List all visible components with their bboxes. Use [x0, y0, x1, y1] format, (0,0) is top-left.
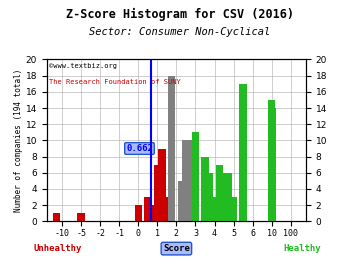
Text: The Research Foundation of SUNY: The Research Foundation of SUNY — [49, 79, 181, 85]
Bar — [206, 173, 213, 221]
Bar — [154, 165, 161, 221]
Text: Sector: Consumer Non-Cyclical: Sector: Consumer Non-Cyclical — [89, 27, 271, 37]
Bar — [187, 140, 194, 221]
Text: 0.662: 0.662 — [126, 144, 153, 153]
Bar — [268, 100, 275, 221]
Bar — [163, 197, 171, 221]
Bar — [220, 173, 228, 221]
Bar — [158, 148, 166, 221]
Y-axis label: Number of companies (194 total): Number of companies (194 total) — [14, 69, 23, 212]
Bar — [149, 205, 156, 221]
Bar — [168, 76, 175, 221]
Bar — [177, 181, 185, 221]
Bar — [53, 213, 60, 221]
Bar — [239, 84, 247, 221]
Bar — [144, 197, 152, 221]
Text: ©www.textbiz.org: ©www.textbiz.org — [49, 63, 117, 69]
Bar — [269, 108, 276, 221]
Bar — [77, 213, 85, 221]
Bar — [225, 173, 233, 221]
Bar — [201, 157, 208, 221]
Text: Score: Score — [163, 244, 190, 253]
Bar — [216, 165, 223, 221]
Text: Healthy: Healthy — [284, 244, 321, 253]
Bar — [192, 132, 199, 221]
Bar — [182, 140, 190, 221]
Text: Z-Score Histogram for CSV (2016): Z-Score Histogram for CSV (2016) — [66, 8, 294, 21]
Text: Unhealthy: Unhealthy — [33, 244, 82, 253]
Bar — [135, 205, 142, 221]
Bar — [211, 197, 218, 221]
Bar — [230, 197, 237, 221]
